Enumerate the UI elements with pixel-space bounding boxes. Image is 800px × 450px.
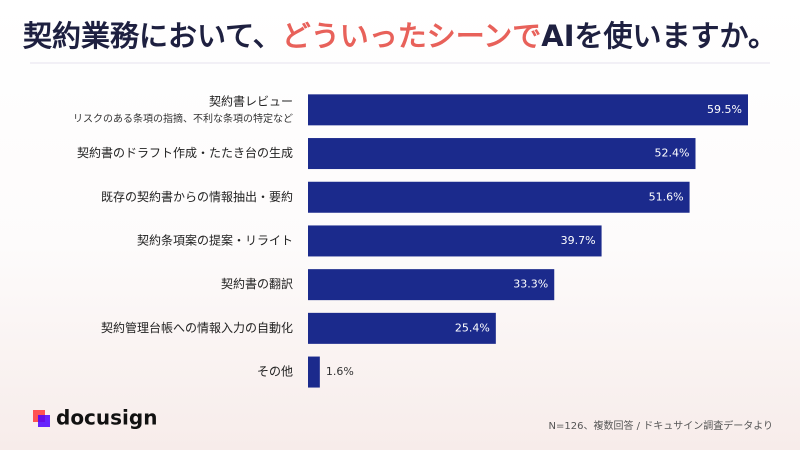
category-label: その他 [257,365,293,379]
category-label: 契約書の翻訳 [221,276,293,291]
bar [308,312,496,344]
category-label: 契約条項案の提案・リライト [137,232,293,247]
category-label: 既存の契約書からの情報抽出・要約 [101,189,293,204]
note: N=126、複数回答 / ドキュサイン調査データより [549,419,773,432]
bar [308,269,555,301]
value-label: 52.4% [655,147,690,160]
bar [308,356,320,388]
category-label: 契約書レビュー [209,93,293,108]
bar [308,94,748,126]
bar [308,138,696,170]
bar [308,225,602,257]
category-detail: リスクのある条項の指摘、不利な条項の特定など [73,112,293,125]
value-label: 51.6% [649,190,684,203]
value-label: 25.4% [455,321,490,334]
title-part: 契約業務において、 [23,19,282,53]
bar [308,181,690,213]
value-label: 33.3% [513,278,548,291]
category-label: 契約管理台帳への情報入力の自動化 [101,320,293,335]
value-label: 59.5% [707,103,742,116]
title-part: AIを使いますか。 [541,19,777,53]
value-label: 39.7% [561,234,596,247]
brand: docusign [56,406,157,430]
title-part: どういったシーンで [282,19,542,53]
value-label: 1.6% [326,365,354,378]
category-label: 契約書のドラフト作成・たたき台の生成 [77,145,293,160]
logo-icon [38,415,50,427]
logo: docusign [33,406,157,430]
chart-title: 契約業務において、どういったシーンでAIを使いますか。 [23,19,777,53]
